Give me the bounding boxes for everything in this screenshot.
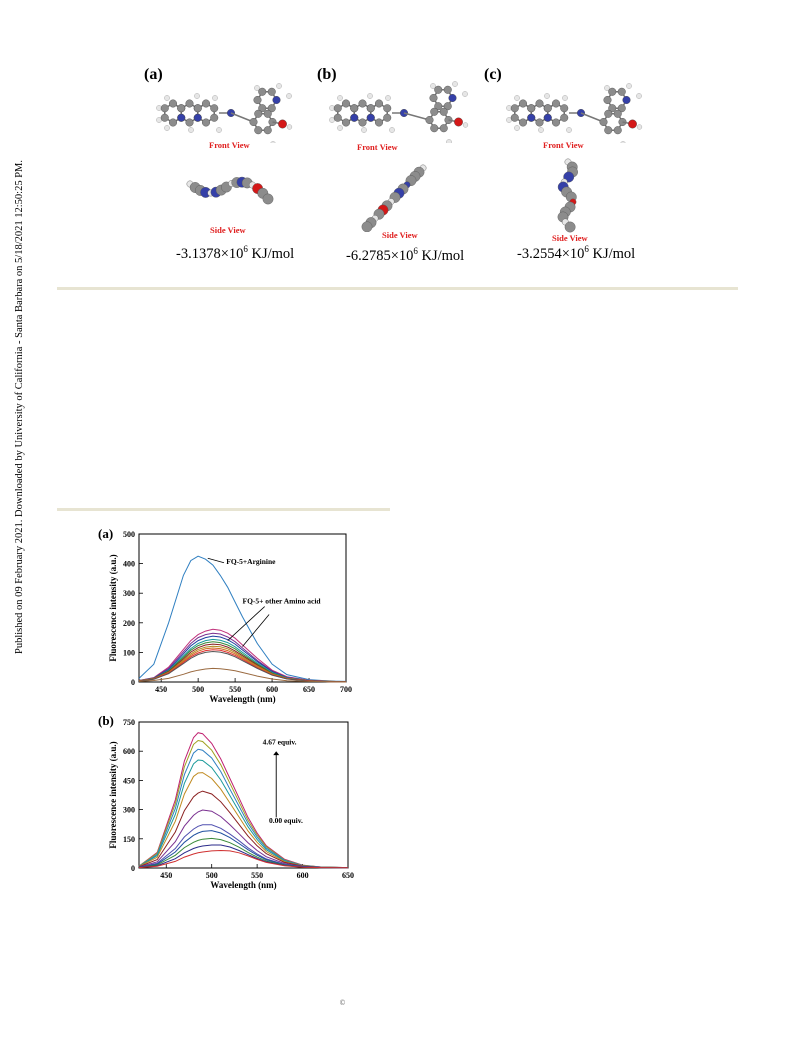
molecule-b-front bbox=[329, 81, 469, 143]
y-tick-label: 450 bbox=[123, 776, 135, 785]
spectrum-line-11 bbox=[138, 844, 349, 869]
x-tick-label: 500 bbox=[206, 871, 218, 880]
publication-note: Published on 09 February 2021. Downloade… bbox=[14, 159, 25, 655]
spectrum-line-5 bbox=[138, 772, 349, 869]
molecule-c-side bbox=[557, 158, 578, 233]
spectrum-line-4 bbox=[138, 759, 349, 869]
spectrum-line-12 bbox=[138, 849, 349, 869]
spectrum-line-2 bbox=[138, 739, 349, 869]
y-tick-label: 750 bbox=[123, 718, 135, 727]
panel-label-b: (b) bbox=[317, 66, 337, 83]
chart-b-label: (b) bbox=[98, 713, 114, 728]
annotation-other-amino-acid: FQ-5+ other Amino acid bbox=[243, 597, 322, 606]
y-axis-label: Fluorescence intensity (a.u.) bbox=[108, 554, 118, 661]
y-tick-label: 200 bbox=[123, 619, 135, 628]
spectrum-line-2 bbox=[138, 628, 347, 683]
molecule-b-side bbox=[361, 164, 427, 232]
y-tick-label: 500 bbox=[123, 530, 135, 539]
chart-a: 450 500 550 600 650 700 0 100 200 300 400 500 Wavele… bbox=[108, 530, 352, 704]
annotation-arginine: FQ-5+Arginine bbox=[226, 557, 276, 566]
y-tick-label: 600 bbox=[123, 747, 135, 756]
x-tick-label: 600 bbox=[297, 871, 309, 880]
copyright-symbol: © bbox=[339, 999, 346, 1007]
y-tick-label: 300 bbox=[123, 589, 135, 598]
annotation-0.00-equiv: 0.00 equiv. bbox=[269, 816, 303, 825]
y-axis-label: Fluorescence intensity (a.u.) bbox=[108, 741, 118, 848]
divider-mid bbox=[57, 508, 390, 511]
divider-top bbox=[57, 287, 738, 290]
chart-b: 450 500 550 600 650 0 150 300 450 600 750 Wavelengt… bbox=[108, 718, 354, 890]
energy-a: -3.1378×106 KJ/mol bbox=[176, 244, 295, 262]
energy-c: -3.2554×106 KJ/mol bbox=[517, 244, 636, 262]
energy-b: -6.2785×106 KJ/mol bbox=[346, 246, 465, 264]
arginine-arrow bbox=[207, 557, 225, 564]
spectrum-line-11 bbox=[138, 650, 346, 683]
other-amino-arrow bbox=[227, 606, 265, 641]
y-tick-label: 100 bbox=[123, 648, 135, 657]
molecule-figure: (a) (b) (c) Front View Front View Front … bbox=[140, 60, 660, 270]
x-tick-label: 550 bbox=[251, 871, 263, 880]
annotation-4.67-equiv: 4.67 equiv. bbox=[263, 737, 297, 746]
y-tick-label: 300 bbox=[123, 806, 135, 815]
spectrum-line-1 bbox=[138, 555, 347, 682]
spectrum-line-12 bbox=[138, 667, 347, 683]
x-tick-label: 450 bbox=[155, 685, 167, 694]
spectrum-line-7 bbox=[138, 809, 349, 869]
x-tick-label: 700 bbox=[340, 685, 352, 694]
x-tick-label: 650 bbox=[303, 685, 315, 694]
spectrum-line-6 bbox=[138, 790, 349, 869]
molecule-a-front bbox=[156, 83, 293, 143]
side-view-label-b: Side View bbox=[382, 230, 418, 240]
other-amino-arrow-2 bbox=[242, 614, 270, 647]
x-tick-label: 650 bbox=[342, 871, 354, 880]
plot-frame bbox=[138, 533, 347, 683]
x-axis-label: Wavelength (nm) bbox=[209, 694, 275, 704]
molecule-c-front bbox=[506, 83, 643, 143]
panel-label-c: (c) bbox=[484, 66, 502, 83]
spectrum-line-3 bbox=[138, 748, 349, 869]
y-tick-label: 400 bbox=[123, 560, 135, 569]
side-view-label-a: Side View bbox=[210, 225, 246, 235]
x-tick-label: 600 bbox=[266, 685, 278, 694]
side-view-label-c: Side View bbox=[552, 233, 588, 243]
y-tick-label: 150 bbox=[123, 835, 135, 844]
panel-label-a: (a) bbox=[144, 66, 163, 83]
x-tick-label: 550 bbox=[229, 685, 241, 694]
spectrum-line-8 bbox=[138, 645, 346, 683]
front-view-label-b: Front View bbox=[357, 142, 398, 152]
y-tick-label: 0 bbox=[131, 864, 135, 873]
spectrum-line-1 bbox=[138, 732, 349, 869]
increase-arrow-head bbox=[273, 751, 280, 756]
molecule-a-side bbox=[186, 176, 274, 205]
y-tick-label: 0 bbox=[131, 678, 135, 687]
plot-frame bbox=[138, 721, 349, 869]
x-tick-label: 500 bbox=[192, 685, 204, 694]
spectrum-line-4 bbox=[138, 635, 347, 683]
front-view-label-a: Front View bbox=[209, 140, 250, 150]
front-view-label-c: Front View bbox=[543, 140, 584, 150]
x-axis-label: Wavelength (nm) bbox=[210, 880, 276, 890]
x-tick-label: 450 bbox=[160, 871, 172, 880]
chart-a-label: (a) bbox=[98, 526, 114, 541]
